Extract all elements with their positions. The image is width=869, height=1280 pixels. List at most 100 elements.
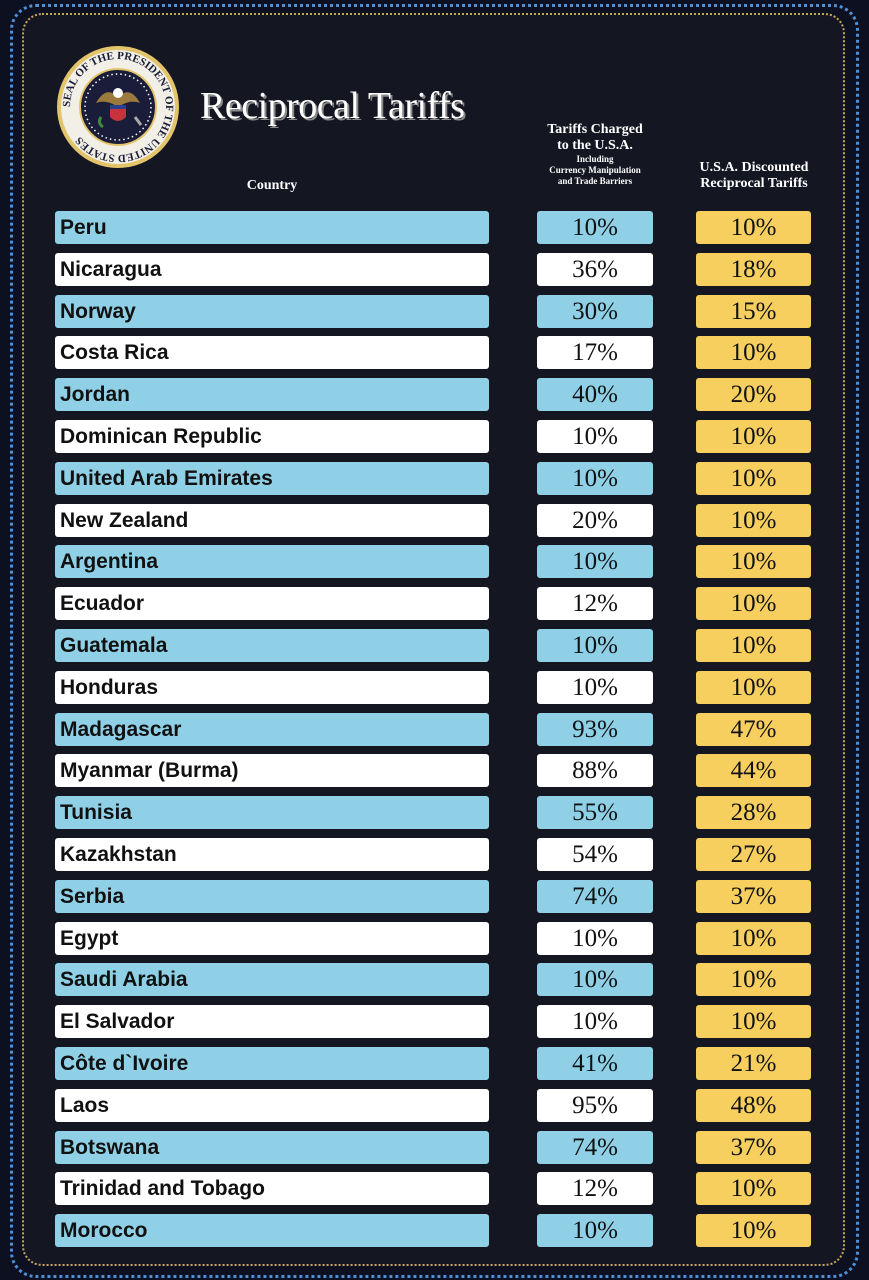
country-cell: Dominican Republic [55, 420, 489, 453]
country-cell: Nicaragua [55, 252, 489, 286]
tariff-charged-cell: 10% [537, 629, 653, 662]
table-row: Trinidad and Tobago 12% 10% [0, 1172, 869, 1206]
tariff-charged-cell: 12% [537, 1172, 653, 1206]
header-country: Country [246, 178, 298, 193]
reciprocal-tariff-cell: 21% [696, 1047, 811, 1080]
tariff-charged-cell: 10% [537, 545, 653, 579]
tariff-charged-cell: 88% [537, 754, 653, 788]
page-title: Reciprocal Tariffs [200, 85, 465, 127]
table-row: Myanmar (Burma) 88% 44% [0, 754, 869, 788]
header-subline: Currency Manipulation [549, 164, 641, 175]
country-cell: Saudi Arabia [55, 963, 489, 997]
table-row: Nicaragua 36% 18% [0, 252, 869, 286]
country-cell: Botswana [55, 1130, 489, 1164]
reciprocal-tariff-cell: 27% [696, 838, 811, 871]
reciprocal-tariff-cell: 10% [696, 1005, 811, 1039]
header-line: Tariffs Charged [547, 122, 643, 137]
table-row: Kazakhstan 54% 27% [0, 838, 869, 871]
presidential-seal-icon: SEAL OF THE PRESIDENT OF THE UNITED STAT… [57, 46, 179, 168]
table-row: Saudi Arabia 10% 10% [0, 963, 869, 997]
header-subline: and Trade Barriers [557, 175, 633, 186]
country-cell: Trinidad and Tobago [55, 1172, 489, 1206]
tariff-charged-cell: 10% [537, 420, 653, 453]
header-line: Reciprocal Tariffs [700, 176, 808, 192]
table-row: Laos 95% 48% [0, 1088, 869, 1122]
reciprocal-tariff-cell: 10% [696, 336, 811, 370]
reciprocal-tariff-cell: 48% [696, 1088, 811, 1122]
tariff-charged-cell: 74% [537, 1130, 653, 1164]
country-cell: Honduras [55, 670, 489, 704]
tariff-charged-cell: 10% [537, 461, 653, 495]
country-cell: Argentina [55, 545, 489, 579]
tariff-charged-cell: 41% [537, 1047, 653, 1080]
country-cell: Kazakhstan [55, 838, 489, 871]
tariff-charged-cell: 95% [537, 1088, 653, 1122]
country-cell: New Zealand [55, 503, 489, 537]
header-line: to the U.S.A. [557, 138, 633, 154]
reciprocal-tariff-cell: 10% [696, 503, 811, 537]
reciprocal-tariff-cell: 37% [696, 879, 811, 913]
header-subline: Including [576, 154, 614, 165]
country-cell: Côte d`Ivoire [55, 1047, 489, 1080]
header-line: U.S.A. Discounted [699, 160, 809, 175]
reciprocal-tariff-cell: 10% [696, 461, 811, 495]
reciprocal-tariff-cell: 10% [696, 921, 811, 955]
tariff-charged-cell: 74% [537, 879, 653, 913]
reciprocal-tariff-cell: 10% [696, 629, 811, 662]
reciprocal-tariff-cell: 10% [696, 587, 811, 621]
tariff-charged-cell: 93% [537, 712, 653, 746]
country-cell: Costa Rica [55, 336, 489, 370]
outer-border [10, 4, 859, 1278]
table-row: Côte d`Ivoire 41% 21% [0, 1047, 869, 1080]
table-row: Dominican Republic 10% 10% [0, 420, 869, 453]
tariff-charged-cell: 17% [537, 336, 653, 370]
table-row: United Arab Emirates 10% 10% [0, 461, 869, 495]
reciprocal-tariff-cell: 28% [696, 796, 811, 830]
country-cell: El Salvador [55, 1005, 489, 1039]
tariff-charged-cell: 30% [537, 294, 653, 328]
table-row: Guatemala 10% 10% [0, 629, 869, 662]
reciprocal-tariff-cell: 37% [696, 1130, 811, 1164]
reciprocal-tariff-cell: 20% [696, 378, 811, 412]
country-cell: United Arab Emirates [55, 461, 489, 495]
reciprocal-tariff-cell: 10% [696, 420, 811, 453]
reciprocal-tariff-cell: 10% [696, 1214, 811, 1248]
tariff-charged-cell: 54% [537, 838, 653, 871]
table-row: Tunisia 55% 28% [0, 796, 869, 830]
country-cell: Peru [55, 211, 489, 244]
tariff-charged-cell: 10% [537, 211, 653, 244]
country-cell: Ecuador [55, 587, 489, 621]
country-cell: Morocco [55, 1214, 489, 1248]
table-row: Jordan 40% 20% [0, 378, 869, 412]
tariff-charged-cell: 36% [537, 252, 653, 286]
country-cell: Norway [55, 294, 489, 328]
tariff-charged-cell: 10% [537, 1005, 653, 1039]
tariff-charged-cell: 40% [537, 378, 653, 412]
reciprocal-tariff-cell: 15% [696, 294, 811, 328]
table-row: Botswana 74% 37% [0, 1130, 869, 1164]
reciprocal-tariff-cell: 10% [696, 963, 811, 997]
country-cell: Guatemala [55, 629, 489, 662]
table-row: New Zealand 20% 10% [0, 503, 869, 537]
reciprocal-tariff-cell: 10% [696, 1172, 811, 1206]
tariff-charged-cell: 10% [537, 1214, 653, 1248]
reciprocal-tariff-cell: 10% [696, 670, 811, 704]
reciprocal-tariff-cell: 18% [696, 252, 811, 286]
tariff-charged-cell: 12% [537, 587, 653, 621]
country-cell: Serbia [55, 879, 489, 913]
country-cell: Tunisia [55, 796, 489, 830]
table-row: Serbia 74% 37% [0, 879, 869, 913]
table-row: Peru 10% 10% [0, 211, 869, 244]
tariff-charged-cell: 20% [537, 503, 653, 537]
table-row: Madagascar 93% 47% [0, 712, 869, 746]
tariff-charged-cell: 55% [537, 796, 653, 830]
tariff-charged-cell: 10% [537, 963, 653, 997]
country-cell: Laos [55, 1088, 489, 1122]
table-row: Egypt 10% 10% [0, 921, 869, 955]
table-row: Honduras 10% 10% [0, 670, 869, 704]
tariff-charged-cell: 10% [537, 670, 653, 704]
table-row: Costa Rica 17% 10% [0, 336, 869, 370]
country-cell: Madagascar [55, 712, 489, 746]
header-reciprocal-tariffs: U.S.A. Discounted Reciprocal Tariffs [676, 160, 832, 192]
table-row: Ecuador 12% 10% [0, 587, 869, 621]
